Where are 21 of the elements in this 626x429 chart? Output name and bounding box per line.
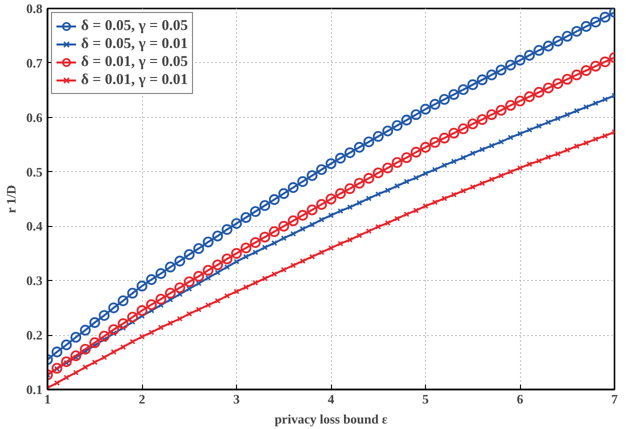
x-tick-label: 7 xyxy=(611,392,618,406)
x-tick-label: 6 xyxy=(516,392,524,406)
y-tick-label: 0.5 xyxy=(26,164,43,180)
legend-label: δ = 0.01, γ = 0.05 xyxy=(81,53,188,71)
x-tick-label: 4 xyxy=(328,392,335,406)
y-tick-label: 0.8 xyxy=(26,1,43,16)
y-axis-title: r 1/D xyxy=(3,184,18,214)
y-tick-label: 0.2 xyxy=(26,328,42,343)
x-axis-title: privacy loss bound ε xyxy=(274,412,388,426)
y-tick-label: 0.4 xyxy=(26,218,43,234)
legend-label: δ = 0.05, γ = 0.01 xyxy=(81,35,188,53)
x-tick-label: 3 xyxy=(233,392,240,406)
legend-label: δ = 0.01, γ = 0.01 xyxy=(81,71,188,89)
x-tick-label: 2 xyxy=(138,392,146,406)
y-tick-label: 0.7 xyxy=(26,55,43,70)
y-tick-label: 0.3 xyxy=(26,273,43,288)
x-tick-label: 5 xyxy=(422,392,430,406)
x-tick-label: 1 xyxy=(44,392,51,406)
legend-label: δ = 0.05, γ = 0.05 xyxy=(81,17,188,35)
y-tick-label: 0.6 xyxy=(26,110,43,125)
y-tick-label: 0.1 xyxy=(26,382,42,397)
